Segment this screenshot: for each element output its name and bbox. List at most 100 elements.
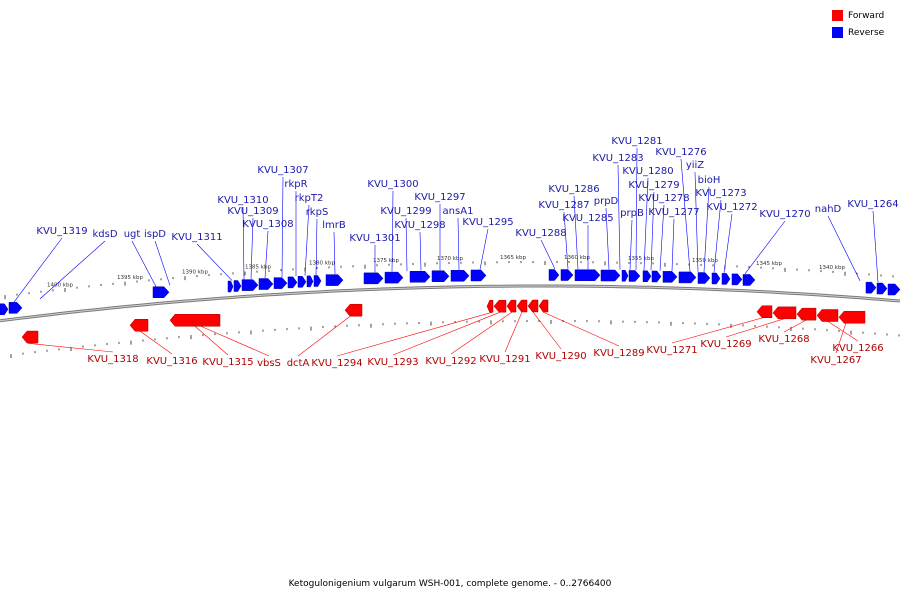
reverse-gene-label: KVU_1279 bbox=[628, 180, 679, 191]
legend-reverse-label: Reverse bbox=[848, 27, 885, 38]
forward-gene-label: KVU_1318 bbox=[87, 354, 138, 365]
forward-gene-arrow bbox=[816, 309, 839, 322]
reverse-gene-label: bioH bbox=[698, 175, 721, 186]
reverse-label-connector bbox=[39, 240, 106, 300]
reverse-gene-arrow bbox=[574, 269, 601, 281]
forward-gene-label: KVU_1268 bbox=[758, 334, 809, 345]
kbp-tick-label: 1340 kbp bbox=[819, 265, 845, 271]
forward-gene-label: KVU_1316 bbox=[146, 356, 197, 367]
reverse-gene-arrow bbox=[409, 271, 431, 283]
forward-gene-arrow bbox=[344, 303, 363, 317]
reverse-gene-label: KVU_1283 bbox=[592, 153, 643, 164]
forward-gene-label: KVU_1289 bbox=[593, 348, 644, 359]
reverse-label-connector bbox=[605, 207, 610, 270]
forward-gene-label: KVU_1293 bbox=[367, 357, 418, 368]
reverse-gene-label: ansA1 bbox=[443, 206, 474, 217]
reverse-gene-arrow bbox=[241, 279, 259, 291]
reverse-gene-arrow bbox=[621, 270, 629, 282]
reverse-label-connector bbox=[680, 158, 691, 272]
reverse-gene-arrow bbox=[325, 274, 344, 286]
reverse-label-connector bbox=[479, 228, 489, 270]
reverse-gene-label: KVU_1280 bbox=[622, 166, 673, 177]
forward-label-connector bbox=[783, 319, 807, 333]
reverse-gene-arrow bbox=[8, 302, 23, 314]
reverse-gene-label: KVU_1308 bbox=[242, 219, 293, 230]
forward-label-connector bbox=[450, 311, 513, 355]
reverse-gene-label: KVU_1295 bbox=[462, 217, 513, 228]
forward-gene-arrow bbox=[169, 314, 221, 327]
reverse-label-connector bbox=[650, 191, 655, 271]
reverse-label-connector bbox=[703, 186, 710, 273]
forward-label-connector bbox=[297, 316, 351, 357]
reverse-gene-label: KVU_1277 bbox=[648, 207, 699, 218]
forward-gene-arrow bbox=[21, 330, 39, 344]
reverse-gene-arrow bbox=[363, 272, 384, 285]
reverse-gene-arrow bbox=[152, 286, 170, 298]
legend-reverse: Reverse bbox=[832, 25, 892, 40]
forward-gene-label: KVU_1266 bbox=[832, 343, 883, 354]
genome-caption: Ketogulonigenium vulgarum WSH-001, compl… bbox=[288, 579, 612, 589]
reverse-gene-arrow bbox=[678, 271, 697, 284]
forward-gene-arrow bbox=[129, 319, 149, 332]
forward-gene-label: dctA bbox=[287, 358, 310, 369]
reverse-gene-arrow bbox=[273, 277, 288, 289]
reverse-gene-label: rkpR bbox=[284, 179, 307, 190]
reverse-gene-arrow bbox=[642, 270, 652, 282]
forward-gene-label: KVU_1294 bbox=[311, 358, 362, 369]
reverse-label-connector bbox=[713, 199, 722, 273]
reverse-gene-arrow bbox=[742, 274, 756, 286]
reverse-gene-arrow bbox=[0, 303, 9, 316]
reverse-gene-label: nahD bbox=[815, 204, 842, 215]
gene-arrows bbox=[0, 269, 900, 344]
forward-label-connector bbox=[194, 326, 229, 356]
reverse-gene-arrow bbox=[313, 275, 322, 287]
kbp-tick-label: 1385 kbp bbox=[245, 265, 271, 271]
reverse-gene-label: ispD bbox=[144, 229, 166, 240]
reverse-gene-arrow bbox=[287, 276, 298, 289]
reverse-gene-arrow bbox=[887, 283, 900, 296]
reverse-gene-arrow bbox=[227, 280, 234, 293]
forward-gene-arrow bbox=[527, 299, 539, 313]
kbp-tick-label: 1345 kbp bbox=[756, 261, 782, 267]
reverse-label-connector bbox=[617, 164, 621, 270]
forward-gene-arrow bbox=[493, 299, 507, 313]
forward-gene-arrow bbox=[506, 299, 517, 313]
reverse-label-connector bbox=[457, 217, 460, 270]
reverse-gene-arrow bbox=[731, 273, 743, 286]
legend-forward: Forward bbox=[832, 8, 892, 23]
reverse-label-connector bbox=[405, 217, 408, 272]
forward-gene-arrow bbox=[486, 300, 494, 313]
forward-label-connector bbox=[725, 318, 785, 338]
reverse-gene-label: KVU_1307 bbox=[257, 165, 308, 176]
forward-label-connector bbox=[542, 311, 620, 347]
reverse-gene-arrow bbox=[450, 270, 470, 282]
reverse-gene-label: lmrB bbox=[322, 220, 346, 231]
forward-label-connector bbox=[671, 317, 764, 344]
reverse-gene-label: KVU_1309 bbox=[227, 206, 278, 217]
reverse-gene-arrow bbox=[651, 270, 662, 283]
reverse-gene-arrow bbox=[297, 276, 307, 288]
reverse-label-connector bbox=[281, 176, 284, 278]
reverse-gene-arrow bbox=[548, 269, 560, 281]
reverse-gene-label: KVU_1301 bbox=[349, 233, 400, 244]
reverse-label-connector bbox=[563, 211, 569, 270]
reverse-gene-label: KVU_1264 bbox=[847, 199, 898, 210]
reverse-label-connector bbox=[694, 171, 699, 272]
reverse-gene-label: KVU_1298 bbox=[394, 220, 445, 231]
reverse-gene-arrow bbox=[600, 269, 621, 282]
reverse-gene-label: rkpS bbox=[306, 207, 329, 218]
reverse-gene-arrow bbox=[470, 269, 487, 282]
reverse-gene-arrow bbox=[306, 275, 314, 288]
kbp-tick-label: 1375 kbp bbox=[373, 258, 399, 264]
reverse-gene-arrow bbox=[628, 270, 641, 282]
reverse-label-connector bbox=[419, 231, 422, 271]
reverse-gene-arrow bbox=[865, 281, 877, 294]
reverse-gene-label: KVU_1272 bbox=[706, 202, 757, 213]
reverse-gene-label: yiiZ bbox=[686, 160, 704, 171]
kbp-tick-label: 1355 kbp bbox=[628, 256, 654, 262]
reverse-gene-label: KVU_1311 bbox=[171, 232, 222, 243]
forward-label-connector bbox=[199, 325, 270, 357]
reverse-label-connector bbox=[671, 218, 675, 271]
reverse-gene-label: prpB bbox=[620, 208, 644, 219]
